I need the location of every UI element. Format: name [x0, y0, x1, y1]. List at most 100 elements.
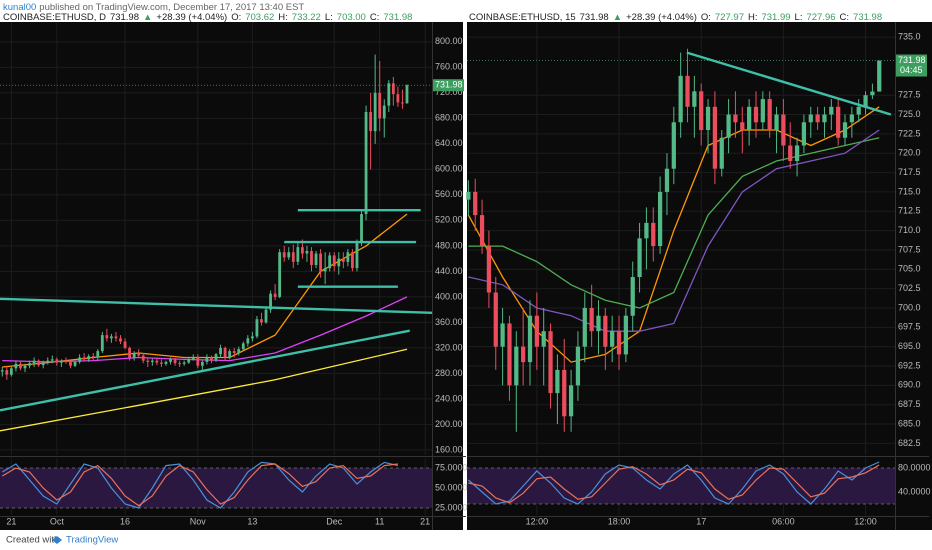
last-price-label: 731.98: [435, 80, 463, 90]
x-tick-label: 12:00: [526, 516, 549, 526]
candle-body: [214, 354, 218, 361]
y-tick-label: 360.00: [435, 317, 463, 327]
y-tick-label: 727.5: [898, 90, 921, 100]
rsi-tick-label: 40.0000: [898, 486, 931, 496]
left-panel: [0, 22, 463, 530]
candle-body: [794, 145, 800, 161]
x-tick-label: 11: [375, 516, 384, 526]
candle-body: [87, 356, 91, 360]
candle-body: [705, 106, 711, 131]
candle-body: [849, 114, 854, 123]
candle-body: [644, 222, 649, 239]
y-tick-label: 695.0: [898, 341, 921, 351]
candle-body: [341, 258, 345, 262]
candle-body: [173, 359, 177, 364]
rsi-band: [0, 468, 432, 508]
candle-body: [562, 369, 567, 417]
candle-body: [534, 315, 539, 347]
candle-body: [685, 75, 690, 107]
candle-body: [678, 75, 683, 123]
candle-body: [719, 137, 724, 169]
x-tick-label: Dec: [326, 516, 343, 526]
footer-brand[interactable]: TradingView: [66, 535, 118, 546]
header-item: +28.39 (+4.04%): [156, 12, 227, 23]
candle-body: [91, 356, 95, 358]
candle-body: [623, 315, 628, 355]
byline: kunal00 published on TradingView.com, Dec…: [3, 2, 304, 13]
header-item: 731.98: [580, 12, 609, 23]
y-tick-label: 692.5: [898, 360, 921, 370]
candle-body: [610, 331, 615, 347]
chart-header: COINBASE:ETHUSD, 15 731.98 ▲ +28.39 (+4.04%…: [469, 12, 882, 23]
candle-body: [246, 338, 250, 344]
candle-body: [801, 122, 807, 146]
y-tick-label: 697.5: [898, 322, 921, 332]
candle-body: [200, 361, 204, 366]
candle-body: [319, 253, 322, 272]
candle-body: [473, 191, 478, 216]
last-price-box: [433, 79, 464, 92]
header-item: 731.98: [110, 12, 139, 23]
candle-body: [651, 222, 656, 247]
candle-body: [282, 252, 286, 258]
candle-body: [55, 359, 59, 363]
candle-body: [191, 357, 195, 360]
candle-body: [657, 191, 663, 247]
candle-body: [59, 360, 63, 363]
candle-body: [740, 122, 745, 131]
header-item: O:: [701, 12, 711, 23]
candle-body: [337, 258, 341, 267]
candle-body: [96, 351, 100, 358]
candle-body: [305, 250, 309, 254]
candle-body: [264, 309, 268, 323]
candle-body: [146, 360, 150, 362]
brand-logo: [52, 536, 62, 544]
candle-body: [187, 359, 191, 363]
y-tick-label: 320.00: [435, 342, 463, 352]
candle-body: [46, 360, 50, 363]
rsi-tick-label: 75.0000: [435, 462, 468, 472]
candle-body: [123, 341, 127, 348]
candle-body: [373, 92, 377, 132]
candle-body: [169, 359, 172, 362]
candle-body: [64, 360, 68, 362]
y-tick-label: 715.0: [898, 186, 921, 196]
candle-body: [726, 114, 731, 138]
candle-body: [870, 91, 875, 96]
candle-body: [205, 357, 209, 362]
candle-body: [328, 255, 332, 269]
x-tick-label: 21: [420, 516, 430, 526]
candle-body: [273, 293, 277, 297]
candle-body: [589, 307, 594, 332]
candle-body: [788, 145, 793, 161]
y-tick-label: 705.0: [898, 264, 921, 274]
candle-body: [210, 357, 213, 361]
y-tick-label: 400.00: [435, 291, 463, 301]
y-tick-label: 240.00: [435, 393, 463, 403]
header-item: C:: [840, 12, 850, 23]
candle-body: [815, 114, 820, 123]
trendline: [0, 297, 433, 315]
candle-body: [228, 351, 232, 358]
x-tick-label: 18:00: [608, 516, 631, 526]
header-item: 731.98: [383, 12, 412, 23]
candle-body: [507, 323, 512, 386]
x-tick-label: Nov: [190, 516, 207, 526]
candle-body: [232, 351, 236, 353]
candle-body: [466, 191, 471, 200]
y-tick-label: 710.0: [898, 225, 921, 235]
last-price-box: [896, 54, 927, 77]
candle-body: [155, 360, 159, 363]
candle-body: [255, 319, 259, 337]
candle-body: [278, 252, 282, 297]
header-item: 733.22: [292, 12, 321, 23]
rsi-tick-label: 25.0000: [435, 502, 468, 512]
candle-body: [237, 349, 241, 353]
candle-body: [150, 360, 154, 362]
candle-body: [486, 246, 492, 293]
y-tick-label: 720.0: [898, 148, 921, 158]
candle-body: [637, 238, 642, 278]
candle-body: [269, 293, 272, 310]
footer-created: Created with: [6, 535, 59, 546]
